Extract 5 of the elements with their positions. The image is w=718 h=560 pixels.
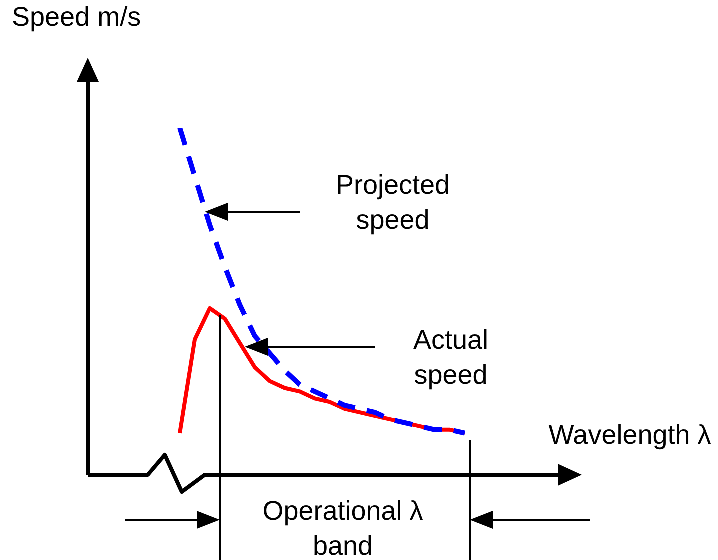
x-axis-title: Wavelength λ — [548, 419, 712, 452]
annotation: Projected speed — [334, 169, 452, 237]
annotation: Actual speed — [412, 324, 490, 392]
text: Operational λ band — [262, 495, 424, 560]
y-axis-title: Speed m/s — [12, 1, 142, 34]
